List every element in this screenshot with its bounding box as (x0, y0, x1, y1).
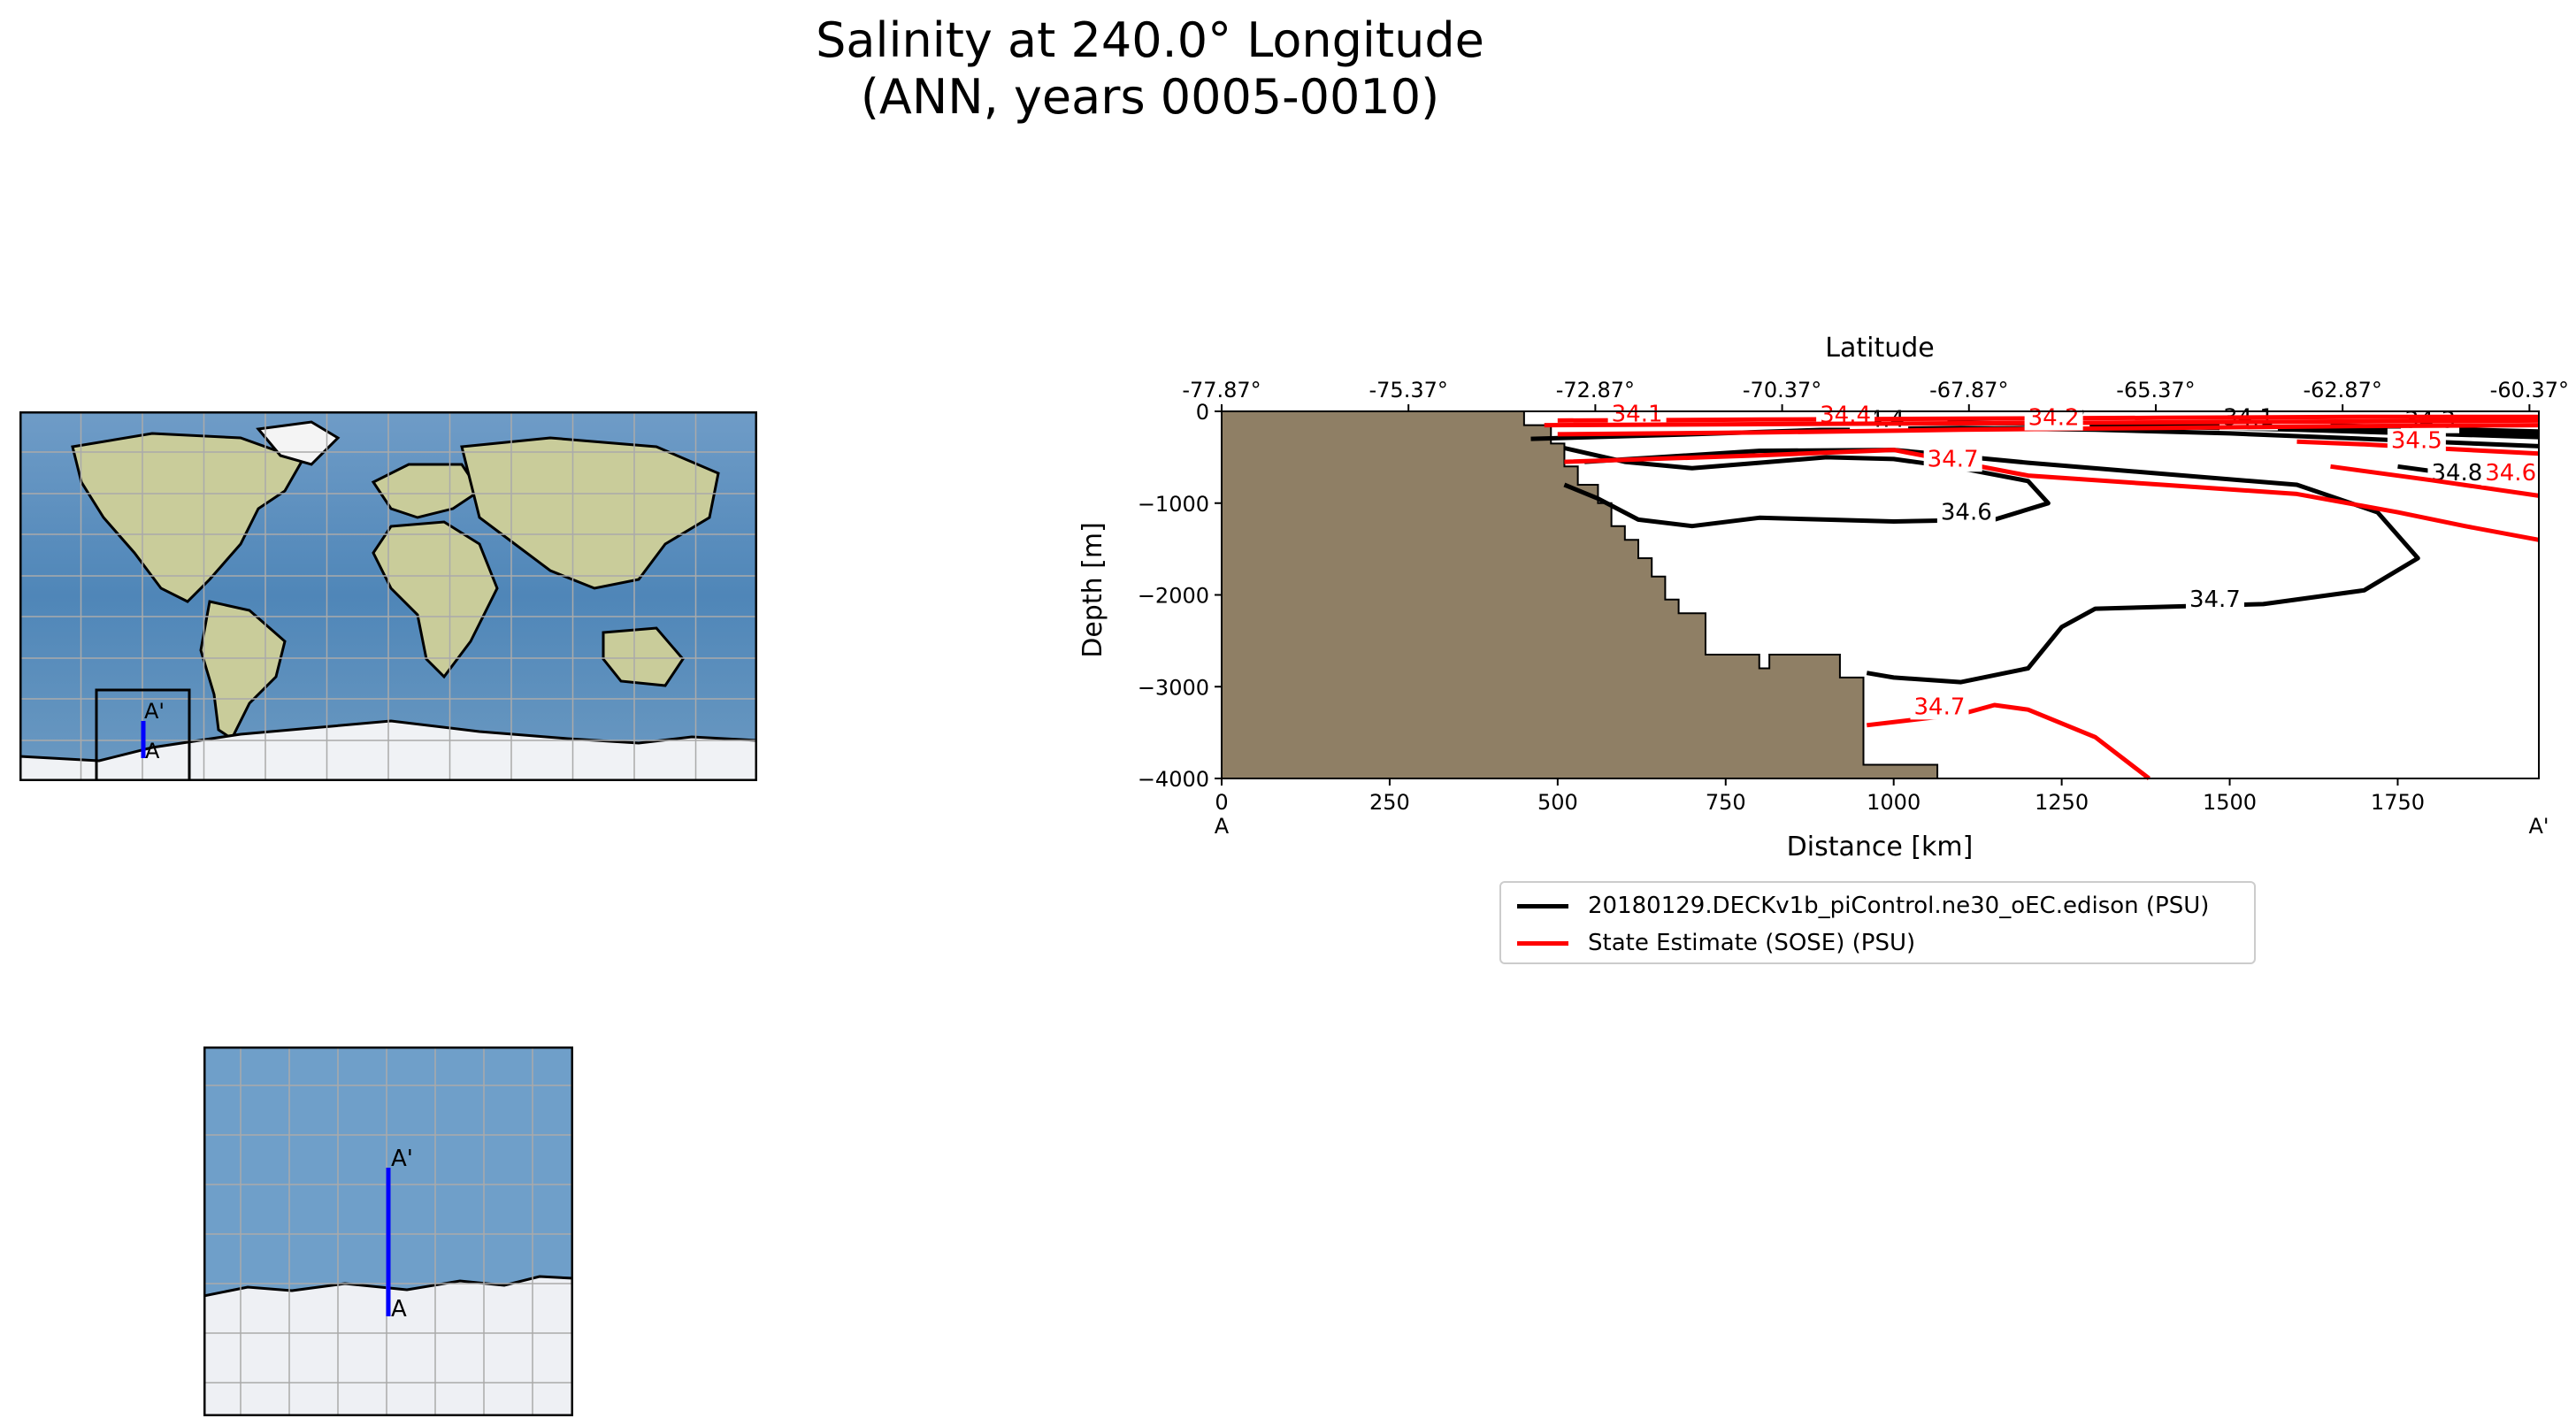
bathymetry-land (1221, 410, 1939, 779)
contour-label-bg (1936, 500, 1996, 525)
y-tick-label: 0 (1196, 400, 1209, 425)
x-tick-label: 0 (1215, 790, 1228, 815)
lat-tick-label: -75.37° (1369, 378, 1448, 402)
x-tick-label: 1250 (2035, 790, 2089, 815)
transect-end-label: A' (144, 699, 165, 724)
y-tick-label: −1000 (1138, 492, 1209, 517)
contour-label-bg (2024, 405, 2083, 431)
contour-label-model-0: 34.6 (1941, 499, 1992, 525)
y-tick-label: −3000 (1138, 675, 1209, 700)
contour-label-obs-3: 34.5 (2391, 428, 2442, 455)
lat-tick-label: -67.87° (1929, 378, 2008, 402)
lat-tick-label: -77.87° (1182, 378, 1261, 402)
figure-title: Salinity at 240.0° Longitude (ANN, years… (0, 12, 2300, 126)
continents (71, 420, 720, 741)
title-line-1: Salinity at 240.0° Longitude (816, 12, 1484, 68)
contour-label-bg (2185, 586, 2244, 612)
endpoint-start-label: A (1215, 814, 1230, 839)
contour-line-obs-4 (1564, 448, 2540, 542)
salinity-section-chart: 34.634.734.434.234.134.334.834.134.434.2… (1077, 333, 2569, 862)
lat-tick-label: -65.37° (2116, 378, 2195, 402)
legend-label-obs: State Estimate (SOSE) (PSU) (1588, 930, 1916, 956)
legend-label-model: 20180129.DECKv1b_piControl.ne30_oEC.edis… (1588, 893, 2210, 919)
contour-label-bg (2481, 460, 2541, 486)
contour-line-model-0 (1563, 446, 2051, 529)
y-tick-label: −4000 (1138, 767, 1209, 792)
contour-label-bg (1923, 447, 1982, 472)
contour-label-obs-4: 34.7 (1928, 446, 1979, 472)
x-axis-label: Distance [km] (1787, 832, 1974, 862)
world-map-icon: A' A (19, 411, 757, 781)
legend: 20180129.DECKv1b_piControl.ne30_oEC.edis… (1499, 881, 2256, 964)
inset-frame (203, 1046, 573, 1416)
x-tick-label: 1500 (2203, 790, 2257, 815)
contour-line-model-1 (1584, 448, 2420, 685)
contour-label-bg (2387, 428, 2446, 454)
contour-label-bg (1910, 694, 1969, 720)
x-tick-label: 1000 (1867, 790, 1920, 815)
transect-start-label: A (145, 739, 160, 763)
contour-label-obs-6: 34.7 (1913, 694, 1965, 720)
inset-start-label: A (391, 1296, 407, 1322)
contour-line-obs-5 (2330, 464, 2540, 498)
antarctic-inset-map-icon: A' A (203, 1046, 573, 1416)
x-tick-label: 250 (1369, 790, 1410, 815)
lat-tick-label: -60.37° (2490, 378, 2569, 402)
x-tick-label: 500 (1537, 790, 1578, 815)
lat-tick-label: -70.37° (1743, 378, 1821, 402)
legend-swatch-model (1517, 903, 1568, 908)
lat-tick-label: -62.87° (2303, 378, 2381, 402)
endpoint-end-label: A' (2528, 814, 2549, 839)
x-tick-label: 750 (1706, 790, 1746, 815)
map-frame (19, 411, 757, 781)
contour-label-model-1: 34.7 (2189, 586, 2241, 613)
contour-label-obs-5: 34.6 (2485, 460, 2536, 487)
lat-tick-label: -72.87° (1556, 378, 1635, 402)
contour-label-obs-2: 34.2 (2028, 405, 2080, 432)
y-tick-label: −2000 (1138, 584, 1209, 609)
inset-region-box (95, 688, 191, 781)
x-tick-label: 1750 (2371, 790, 2425, 815)
legend-swatch-obs (1517, 940, 1568, 946)
inset-end-label: A' (391, 1146, 413, 1172)
y-axis-label: Depth [m] (1077, 522, 1108, 658)
legend-entry-model: 20180129.DECKv1b_piControl.ne30_oEC.edis… (1517, 888, 2209, 924)
map-gridlines (19, 411, 757, 781)
legend-entry-obs: State Estimate (SOSE) (PSU) (1517, 925, 1915, 961)
title-line-2: (ANN, years 0005-0010) (860, 69, 1440, 125)
top-axis-label: Latitude (1825, 333, 1934, 364)
